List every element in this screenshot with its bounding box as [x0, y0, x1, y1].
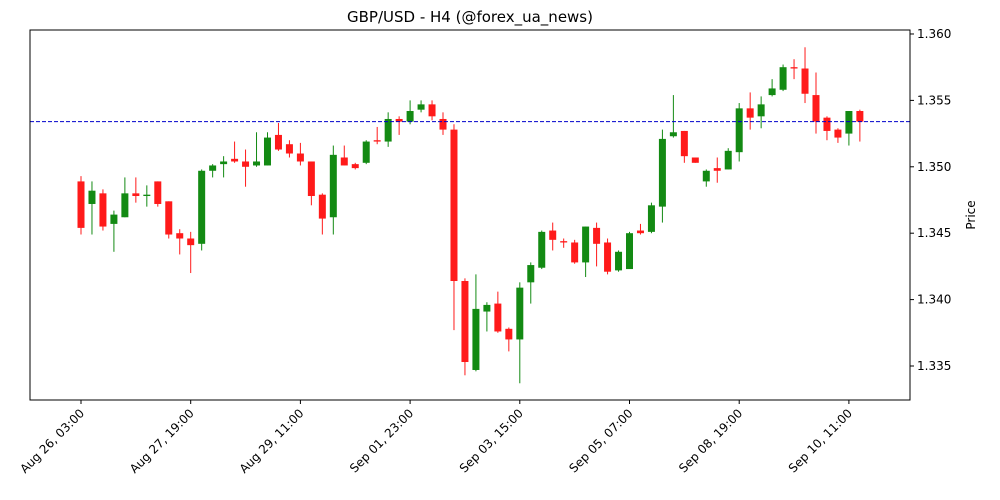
- candle-body: [505, 328, 513, 340]
- candle-body: [231, 158, 239, 162]
- candle-body: [88, 190, 96, 204]
- candle-body: [143, 194, 151, 197]
- candle-body: [790, 67, 798, 69]
- candle-body: [571, 242, 579, 263]
- candle-body: [549, 230, 557, 240]
- y-tick-label: 1.345: [917, 226, 951, 240]
- x-tick-label: Sep 10, 11:00: [786, 406, 855, 475]
- y-tick-label: 1.340: [917, 293, 951, 307]
- candle-body: [680, 130, 688, 157]
- candle-body: [362, 141, 370, 163]
- candle-body: [713, 168, 721, 171]
- candle-body: [494, 303, 502, 332]
- candle-body: [384, 118, 392, 142]
- candle-body: [176, 233, 184, 239]
- candle-body: [373, 140, 381, 142]
- candle-body: [318, 194, 326, 219]
- candle-body: [154, 181, 162, 204]
- candle-body: [527, 265, 535, 283]
- candle-body: [77, 181, 85, 228]
- y-tick-label: 1.360: [917, 27, 951, 41]
- candle-body: [351, 164, 359, 169]
- candle-body: [417, 104, 425, 110]
- candle-body: [132, 193, 140, 197]
- candle-body: [296, 153, 304, 162]
- y-tick-label: 1.355: [917, 93, 951, 107]
- candle-body: [187, 238, 195, 246]
- candle-body: [285, 144, 293, 154]
- candle-body: [615, 251, 623, 271]
- candle-body: [538, 231, 546, 268]
- candle-body: [439, 118, 447, 130]
- candle-body: [329, 154, 337, 218]
- candle-body: [735, 108, 743, 153]
- candle-body: [165, 201, 173, 235]
- candle-body: [582, 226, 590, 263]
- candle-body: [823, 117, 831, 131]
- candle-body: [242, 161, 250, 167]
- candle-body: [834, 129, 842, 138]
- y-tick-label: 1.350: [917, 160, 951, 174]
- x-tick-label: Aug 29, 11:00: [237, 406, 307, 476]
- candle-body: [220, 161, 228, 165]
- candle-body: [516, 287, 524, 340]
- candle-body: [647, 205, 655, 232]
- candle-body: [121, 193, 129, 218]
- candle-body: [560, 241, 568, 243]
- candle-body: [757, 104, 765, 117]
- y-tick-label: 1.335: [917, 359, 951, 373]
- candle-body: [604, 242, 612, 272]
- candle-body: [856, 111, 864, 122]
- y-axis-label: Price: [964, 200, 978, 229]
- candle-body: [406, 111, 414, 122]
- x-tick-label: Aug 27, 19:00: [127, 406, 197, 476]
- candle-body: [801, 68, 809, 94]
- candle-body: [691, 157, 699, 163]
- candle-body: [472, 308, 480, 370]
- candle-body: [450, 129, 458, 282]
- candle-body: [812, 95, 820, 122]
- candle-body: [636, 230, 644, 234]
- x-tick-label: Sep 05, 07:00: [566, 406, 635, 475]
- candle-body: [395, 118, 403, 122]
- candle-body: [209, 165, 217, 171]
- candle-body: [593, 227, 601, 244]
- candle-body: [845, 111, 853, 134]
- x-tick-label: Sep 08, 19:00: [676, 406, 745, 475]
- x-tick-label: Sep 01, 23:00: [347, 406, 416, 475]
- candle-body: [253, 161, 261, 166]
- chart-title: GBP/USD - H4 (@forex_ua_news): [347, 8, 593, 27]
- candle-body: [99, 193, 107, 227]
- candle-body: [307, 161, 315, 197]
- candle-body: [263, 137, 271, 166]
- candle-body: [724, 150, 732, 170]
- candle-body: [768, 88, 776, 96]
- x-tick-label: Aug 26, 03:00: [17, 406, 87, 476]
- candle-body: [626, 233, 633, 270]
- candle-body: [658, 138, 666, 207]
- candle-body: [198, 170, 206, 244]
- candle-body: [110, 214, 118, 224]
- candle-body: [461, 281, 469, 363]
- plot-frame: [29, 29, 911, 401]
- candle-body: [779, 67, 787, 90]
- candle-body: [483, 304, 491, 312]
- candle-body: [340, 157, 348, 166]
- candle-body: [669, 132, 677, 137]
- candle-body: [702, 170, 710, 182]
- candle-body: [428, 104, 436, 117]
- candle-body: [746, 108, 754, 118]
- x-tick-label: Sep 03, 15:00: [457, 406, 526, 475]
- candle-body: [274, 134, 282, 150]
